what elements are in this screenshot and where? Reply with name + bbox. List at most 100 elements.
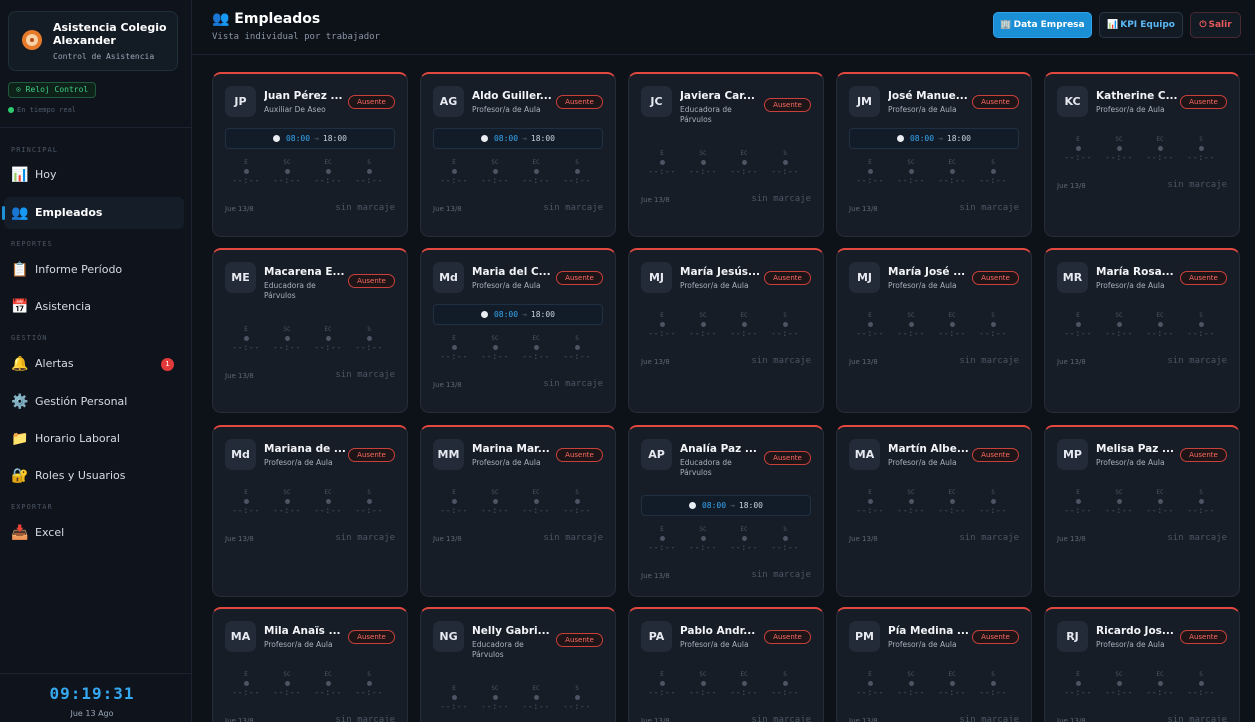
sidebar-item-excel[interactable]: 📥 Excel: [4, 517, 184, 549]
schedule-out: 18:00: [946, 134, 971, 143]
punch-time: --:--: [937, 506, 967, 516]
data-empresa-label: Data Empresa: [1013, 20, 1085, 30]
avatar: Md: [433, 262, 464, 293]
employee-card[interactable]: PA Pablo Andr... Profesor/a de Aula Ausente…: [628, 607, 824, 722]
punch-dot-icon: [908, 499, 914, 504]
schedule-bar: 08:00 → 18:00: [225, 128, 395, 149]
punch-time: --:--: [354, 506, 384, 516]
employee-card[interactable]: JP Juan Pérez ... Auxiliar De Aseo Ausente 0…: [212, 72, 408, 237]
employee-card[interactable]: MM Marina Mar... Profesor/a de Aula Ausente…: [420, 425, 616, 597]
punch-time: --:--: [354, 688, 384, 698]
sidebar-item-hoy[interactable]: 📊 Hoy: [4, 159, 184, 191]
sidebar-item-label: Excel: [35, 526, 65, 539]
sidebar-item-asistencia[interactable]: 📅 Asistencia: [4, 291, 184, 323]
employee-role: Profesor/a de Aula: [472, 458, 541, 467]
sidebar-item-informe-periodo[interactable]: 📋 Informe Período: [4, 254, 184, 286]
employee-card[interactable]: MJ María Jesús... Profesor/a de Aula Ausent…: [628, 248, 824, 413]
punch-label: SC: [1115, 312, 1123, 319]
sidebar-item-empleados[interactable]: 👥 Empleados: [2, 197, 184, 229]
clock-icon: [272, 134, 280, 142]
logout-button[interactable]: ⏻ Salir: [1190, 12, 1241, 38]
punch-label: S: [575, 685, 579, 692]
punch-time: --:--: [439, 506, 469, 516]
punch-dot-icon: [908, 169, 914, 174]
chart-icon: 📊: [1107, 20, 1119, 30]
clock-icon: [896, 134, 904, 142]
punch-label: EC: [740, 312, 748, 319]
employee-card[interactable]: RJ Ricardo Jos... Profesor/a de Aula Ausent…: [1044, 607, 1240, 722]
punch-label: SC: [699, 671, 707, 678]
punch-dot-icon: [533, 695, 539, 700]
building-icon: 🏢: [1000, 20, 1012, 30]
punch-dot-icon: [366, 499, 372, 504]
punch-slot: E --:--: [225, 489, 267, 516]
school-logo-icon: [22, 30, 42, 50]
calendar-icon: 📅: [11, 299, 29, 315]
punch-dot-icon: [659, 681, 665, 686]
sidebar-item-alertas[interactable]: 🔔 Alertas 1: [4, 348, 184, 380]
employee-card[interactable]: JC Javiera Car... Educadora de Párvulos Aus…: [628, 72, 824, 237]
punch-time: --:--: [855, 329, 885, 339]
employee-role: Profesor/a de Aula: [1096, 640, 1165, 649]
employee-name: Javiera Car...: [680, 90, 755, 102]
divider: [0, 127, 191, 128]
punch-slot: EC --:--: [307, 159, 349, 186]
punch-dot-icon: [451, 499, 457, 504]
punch-label: EC: [948, 671, 956, 678]
employee-card[interactable]: MJ María José ... Profesor/a de Aula Ausent…: [836, 248, 1032, 413]
punch-slot: E --:--: [433, 159, 475, 186]
employee-card[interactable]: AP Analía Paz ... Educadora de Párvulos Aus…: [628, 425, 824, 597]
punch-marks: E --:-- SC --:-- EC --:-- S --:--: [225, 326, 395, 356]
punch-time: --:--: [1145, 688, 1175, 698]
punch-dot-icon: [574, 499, 580, 504]
punch-dot-icon: [451, 169, 457, 174]
punch-dot-icon: [700, 160, 706, 165]
punch-time: --:--: [688, 167, 718, 177]
punch-label: S: [1199, 489, 1203, 496]
kpi-equipo-button[interactable]: 📊 KPI Equipo: [1099, 12, 1183, 38]
kpi-equipo-label: KPI Equipo: [1120, 20, 1175, 30]
status-badge: Ausente: [556, 448, 603, 462]
employee-card[interactable]: ME Macarena E... Educadora de Párvulos Ause…: [212, 248, 408, 413]
employee-card[interactable]: JM José Manue... Profesor/a de Aula Ausente…: [836, 72, 1032, 237]
punch-time: --:--: [770, 543, 800, 553]
page-title: 👥 Empleados: [212, 11, 321, 27]
employee-card[interactable]: KC Katherine C... Profesor/a de Aula Ausent…: [1044, 72, 1240, 237]
employee-card[interactable]: Md Mariana de ... Profesor/a de Aula Ausent…: [212, 425, 408, 597]
employee-card[interactable]: PM Pía Medina ... Profesor/a de Aula Ausent…: [836, 607, 1032, 722]
punch-label: S: [991, 671, 995, 678]
sidebar-item-gestion-personal[interactable]: ⚙️ Gestión Personal: [4, 386, 184, 418]
sidebar-item-roles-usuarios[interactable]: 🔐 Roles y Usuarios: [4, 460, 184, 492]
avatar: NG: [433, 621, 464, 652]
employee-card[interactable]: MA Martín Albe... Profesor/a de Aula Ausent…: [836, 425, 1032, 597]
punch-slot: EC --:--: [307, 489, 349, 516]
card-date: Jue 13/8: [1057, 358, 1086, 366]
punch-dot-icon: [325, 169, 331, 174]
employee-card[interactable]: NG Nelly Gabri... Educadora de Párvulos Aus…: [420, 607, 616, 722]
punch-time: --:--: [480, 352, 510, 362]
punch-slot: S --:--: [764, 671, 806, 698]
employee-card[interactable]: Md Maria del C... Profesor/a de Aula Ausent…: [420, 248, 616, 413]
brand-card[interactable]: Asistencia Colegio Alexander Control de …: [8, 11, 178, 71]
employee-card[interactable]: MA Mila Anaïs ... Profesor/a de Aula Ausent…: [212, 607, 408, 722]
employee-card[interactable]: MP Melisa Paz ... Profesor/a de Aula Ausent…: [1044, 425, 1240, 597]
punch-slot: SC --:--: [1098, 312, 1140, 339]
punch-label: EC: [324, 326, 332, 333]
punch-time: --:--: [313, 506, 343, 516]
punch-dot-icon: [782, 322, 788, 327]
sidebar-item-horario-laboral[interactable]: 📁 Horario Laboral: [4, 423, 184, 455]
employee-card[interactable]: AG Aldo Guiller... Profesor/a de Aula Ausen…: [420, 72, 616, 237]
reloj-control-badge[interactable]: ⊙ Reloj Control: [8, 82, 97, 98]
card-date: Jue 13/8: [1057, 535, 1086, 543]
punch-dot-icon: [1198, 146, 1204, 151]
punch-label: E: [660, 150, 664, 157]
punch-time: --:--: [729, 167, 759, 177]
arrow-icon: →: [730, 501, 735, 510]
punch-time: --:--: [313, 343, 343, 353]
punch-dot-icon: [1198, 681, 1204, 686]
data-empresa-button[interactable]: 🏢 Data Empresa: [993, 12, 1092, 38]
section-gestion: GESTIÓN: [11, 334, 48, 342]
punch-label: S: [367, 489, 371, 496]
employee-card[interactable]: MR María Rosa... Profesor/a de Aula Ausente…: [1044, 248, 1240, 413]
punch-time: --:--: [1063, 153, 1093, 163]
